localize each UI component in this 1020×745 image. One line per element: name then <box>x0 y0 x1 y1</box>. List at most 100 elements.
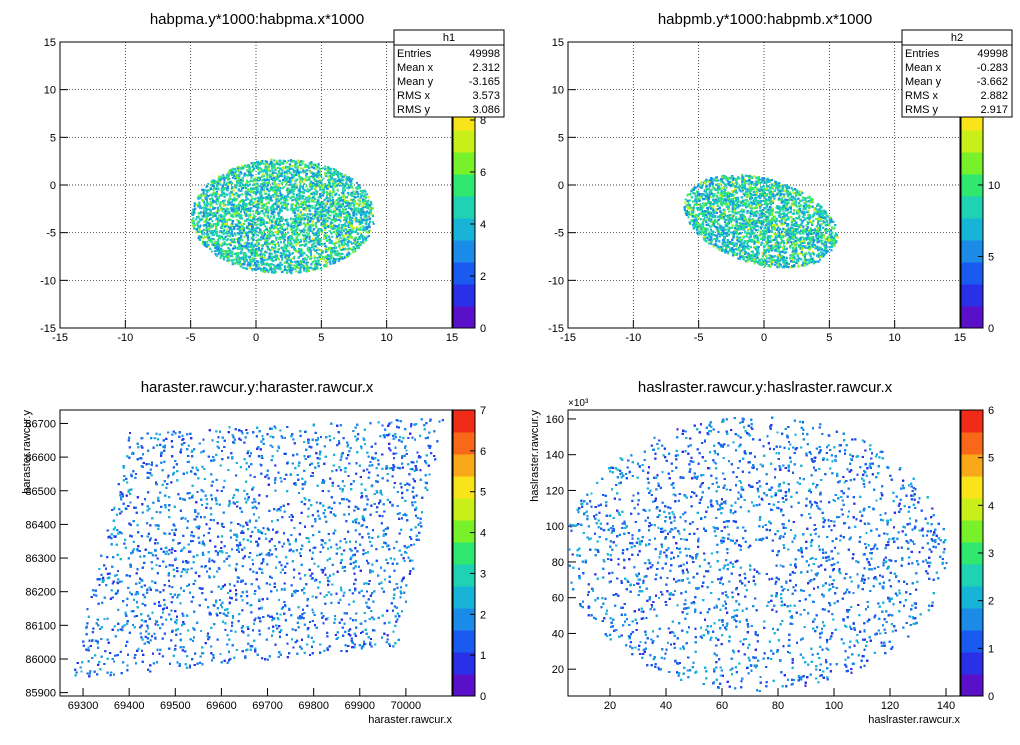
heatmap-cell <box>274 193 276 195</box>
heatmap-cell <box>300 239 302 241</box>
heatmap-cell <box>216 203 218 205</box>
heatmap-cell <box>309 238 311 240</box>
heatmap-cell <box>231 168 233 170</box>
heatmap-cell <box>286 272 288 274</box>
heatmap-cell <box>283 186 285 188</box>
heatmap-cell <box>210 201 212 203</box>
heatmap-cell <box>318 163 320 165</box>
x-tick-label: -10 <box>117 332 133 344</box>
heatmap-cell <box>293 256 295 258</box>
heatmap-cell <box>347 238 349 240</box>
heatmap-cell <box>338 194 340 196</box>
x-tick-label: 10 <box>381 332 393 344</box>
heatmap-cell <box>319 168 321 170</box>
heatmap-cell <box>332 180 334 182</box>
heatmap-cell <box>253 214 255 216</box>
heatmap-cell <box>251 257 253 259</box>
heatmap-cell <box>271 253 273 255</box>
heatmap-cell <box>336 228 338 230</box>
heatmap-cell <box>279 192 281 194</box>
heatmap-cell <box>303 183 305 185</box>
heatmap-cell <box>272 260 274 262</box>
heatmap-cell <box>235 170 237 172</box>
heatmap-cell <box>302 170 304 172</box>
x-tick-label: -5 <box>186 332 196 344</box>
y-tick-label: 10 <box>44 85 56 97</box>
heatmap-cell <box>332 242 334 244</box>
heatmap-cell <box>372 221 374 223</box>
heatmap-cell <box>221 210 223 212</box>
heatmap-cell <box>310 197 312 199</box>
heatmap-cell <box>354 207 356 209</box>
heatmap-cell <box>331 236 333 238</box>
heatmap-cell <box>336 189 338 191</box>
y-tick-label: -5 <box>46 228 56 240</box>
heatmap-cell <box>211 251 213 253</box>
heatmap-cell <box>325 232 327 234</box>
heatmap-cell <box>356 214 358 216</box>
heatmap-cell <box>360 227 362 229</box>
heatmap-cell <box>263 208 265 210</box>
heatmap-cell <box>204 229 206 231</box>
heatmap-cell <box>195 218 197 220</box>
heatmap-cell <box>248 222 250 224</box>
heatmap-cell <box>220 201 222 203</box>
heatmap-cell <box>250 213 252 215</box>
heatmap-cell <box>305 176 307 178</box>
heatmap-cell <box>257 234 259 236</box>
heatmap-cell <box>311 193 313 195</box>
heatmap-cell <box>270 215 272 217</box>
heatmap-cell <box>313 255 315 257</box>
heatmap-cell <box>214 250 216 252</box>
heatmap-cell <box>259 232 261 234</box>
heatmap-cell <box>314 257 316 259</box>
heatmap-cell <box>274 252 276 254</box>
heatmap-cell <box>353 203 355 205</box>
heatmap-cell <box>268 179 270 181</box>
heatmap-cell <box>260 236 262 238</box>
heatmap-cell <box>226 229 228 231</box>
heatmap-cell <box>238 196 240 198</box>
heatmap-cell <box>217 193 219 195</box>
heatmap-cell <box>362 190 364 192</box>
heatmap-cell <box>306 229 308 231</box>
heatmap-cell <box>334 242 336 244</box>
heatmap-cell <box>373 223 375 225</box>
heatmap-cell <box>307 247 309 249</box>
heatmap-cell <box>329 199 331 201</box>
x-tick-label: 5 <box>318 332 324 344</box>
heatmap-cell <box>304 226 306 228</box>
heatmap-cell <box>278 170 280 172</box>
heatmap-cell <box>287 240 289 242</box>
chart-title: habpma.y*1000:habpma.x*1000 <box>150 11 364 28</box>
heatmap-cell <box>273 159 275 161</box>
heatmap-cell <box>340 220 342 222</box>
heatmap-cell <box>294 167 296 169</box>
heatmap-cell <box>192 217 194 219</box>
heatmap-cell <box>317 247 319 249</box>
heatmap-cell <box>335 205 337 207</box>
heatmap-cell <box>223 241 225 243</box>
heatmap-cell <box>244 243 246 245</box>
heatmap-cell <box>360 190 362 192</box>
heatmap-cell <box>295 270 297 272</box>
heatmap-cell <box>237 263 239 265</box>
heatmap-cell <box>247 239 249 241</box>
heatmap-cell <box>264 215 266 217</box>
heatmap-cell <box>269 232 271 234</box>
heatmap-cell <box>212 198 214 200</box>
heatmap-cell <box>297 200 299 202</box>
heatmap-cell <box>252 210 254 212</box>
heatmap-cell <box>359 224 361 226</box>
heatmap-cell <box>229 195 231 197</box>
heatmap-cell <box>287 232 289 234</box>
heatmap-cell <box>275 239 277 241</box>
heatmap-cell <box>357 193 359 195</box>
heatmap-cell <box>304 252 306 254</box>
x-tick-label: 15 <box>446 332 458 344</box>
heatmap-cell <box>312 232 314 234</box>
y-tick-label: 15 <box>44 37 56 49</box>
heatmap-cell <box>266 175 268 177</box>
heatmap-cell <box>307 213 309 215</box>
